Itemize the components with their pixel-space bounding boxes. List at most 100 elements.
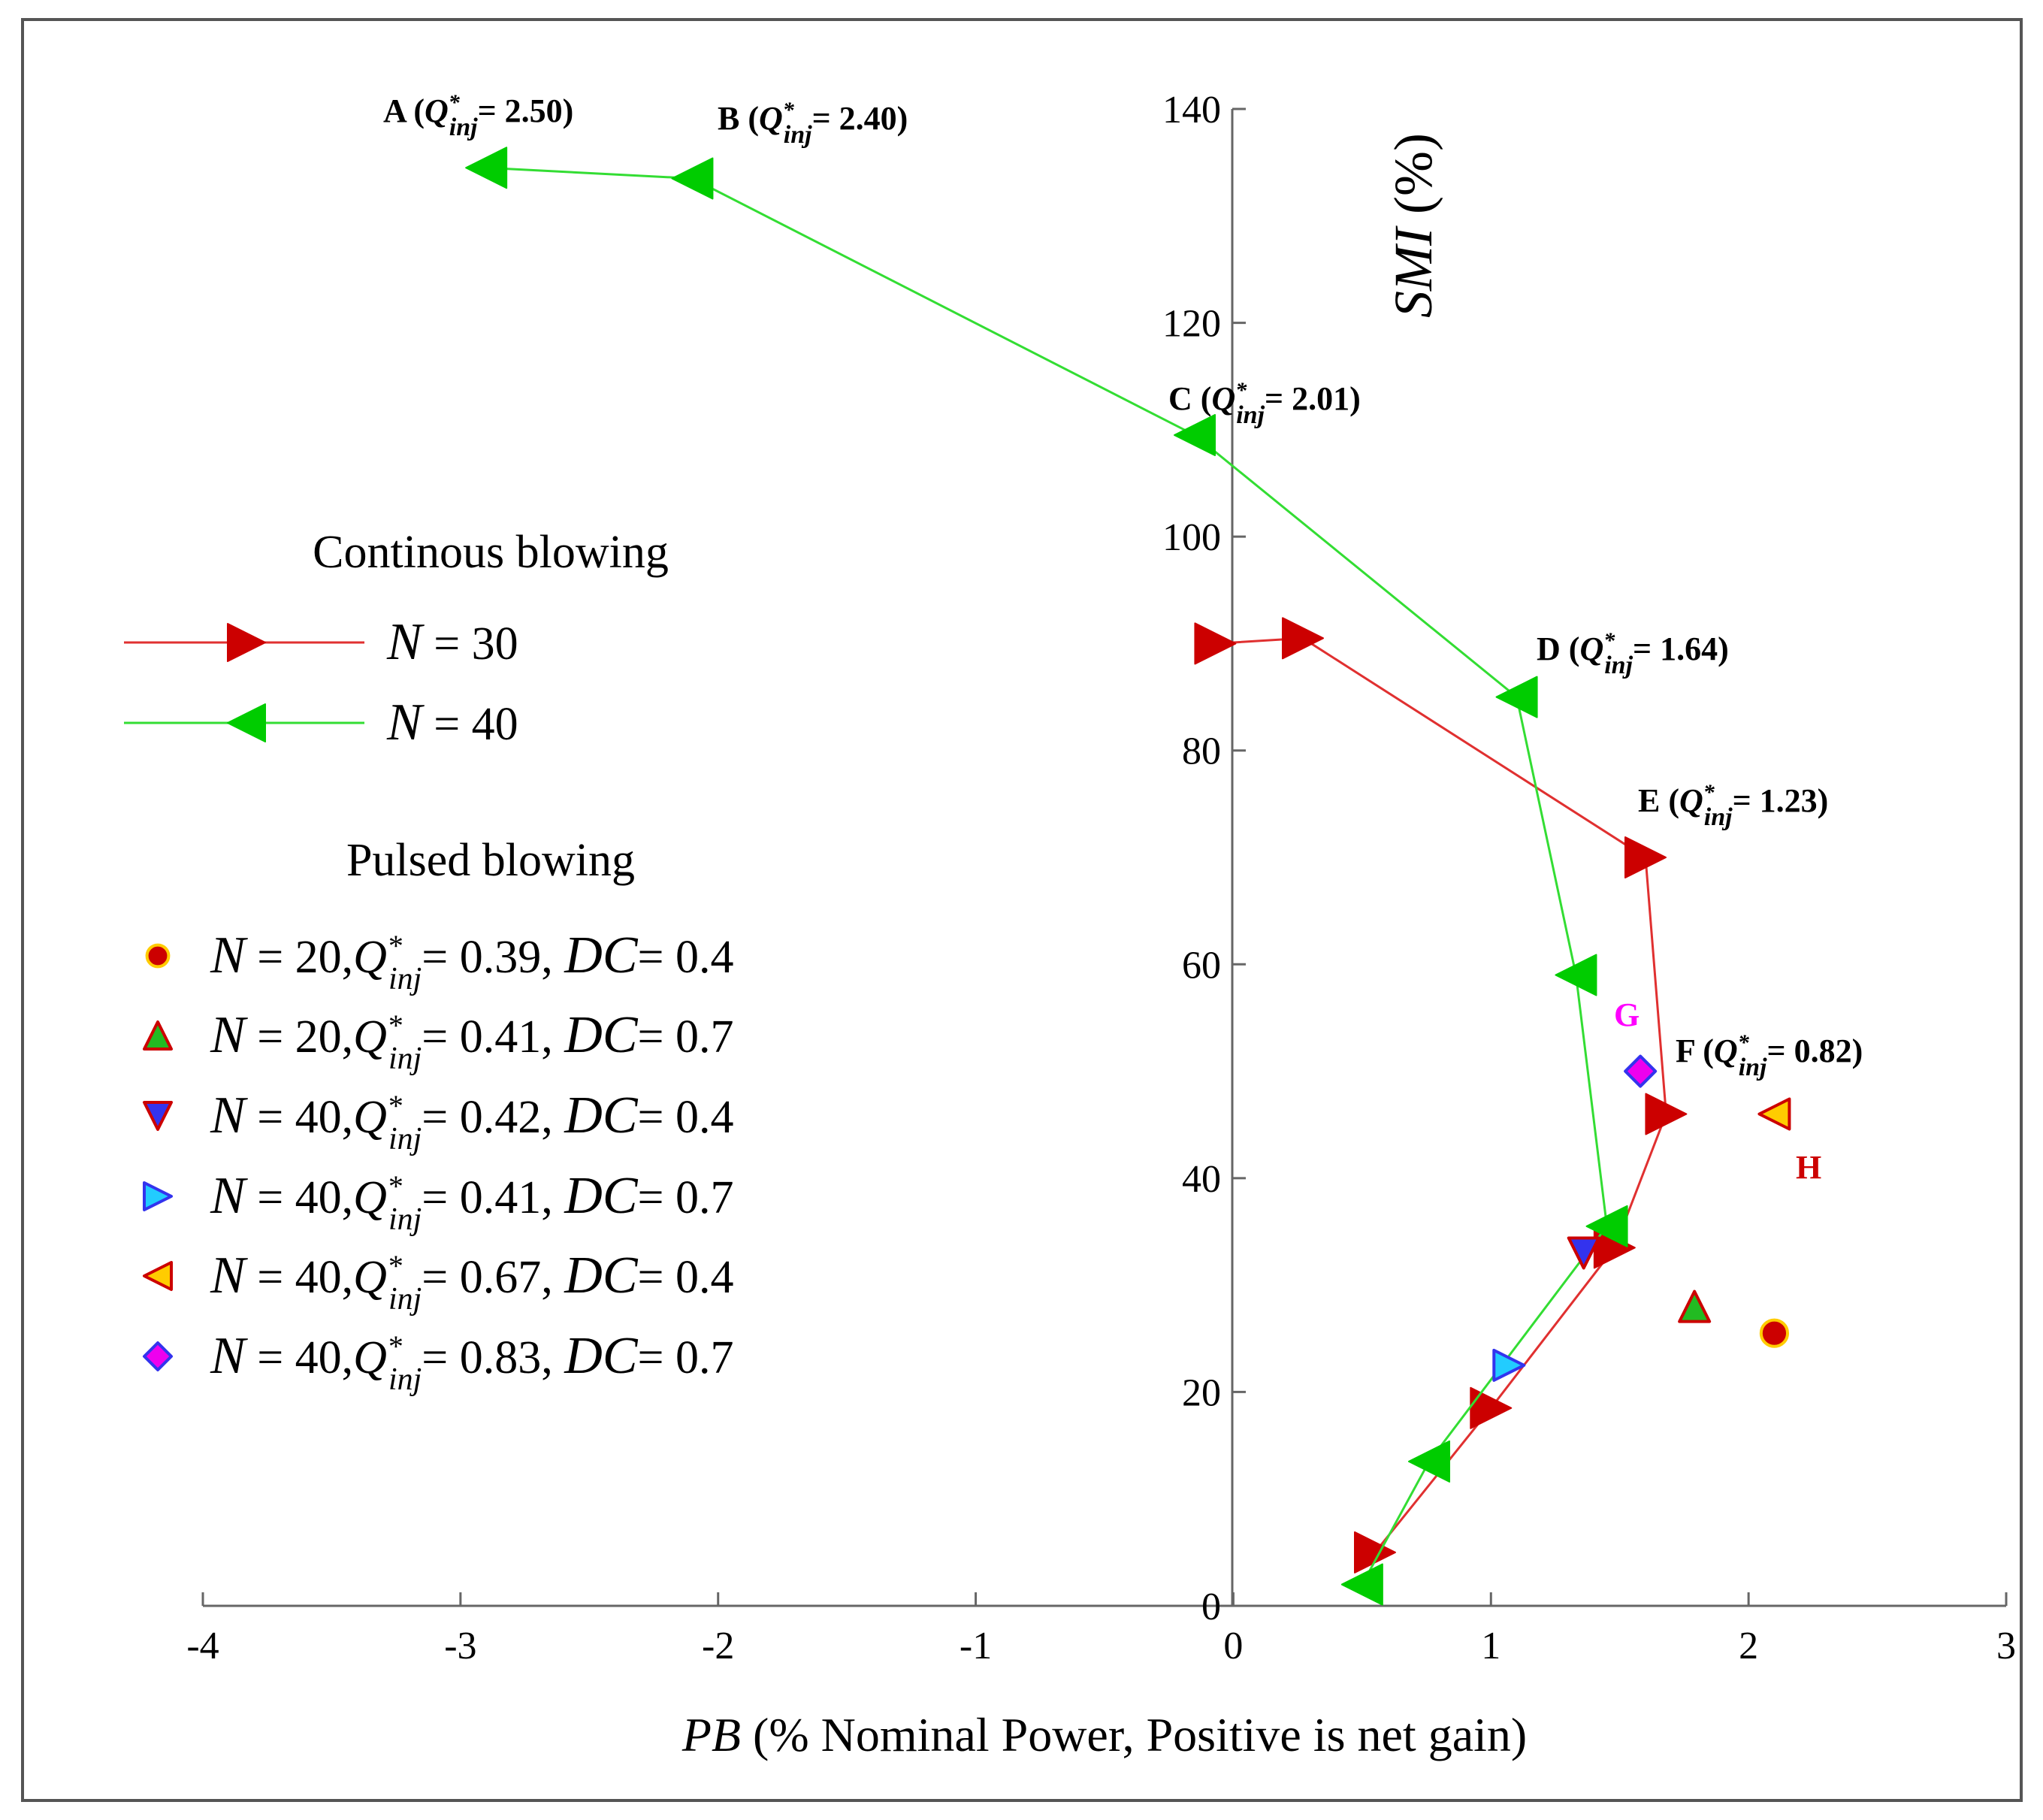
y-axis-label-variable: SMI xyxy=(1383,225,1443,318)
annotation-q: Q xyxy=(1211,380,1235,417)
legend-q-value: = 0.39, xyxy=(422,932,564,983)
legend-q-sub: inj xyxy=(388,1122,422,1156)
legend-q: Q xyxy=(353,1332,387,1383)
legend-n-value: = 40, xyxy=(246,1332,353,1383)
legend-pulsed-label: N = 40,Q* inj= 0.83, DC= 0.7 xyxy=(210,1327,733,1397)
legend-q-value: = 0.83, xyxy=(422,1332,564,1383)
pulsed-point xyxy=(1678,1289,1712,1323)
legend-q-value: = 0.67, xyxy=(422,1252,564,1303)
annotation-letter: B ( xyxy=(718,100,759,137)
legend-q-sup: * xyxy=(387,1089,402,1123)
y-axis-ticks: 0 20 40 60 80 100 120 140 xyxy=(1162,89,1246,1628)
annotation-q-sup: * xyxy=(449,90,461,115)
x-tick-label: -3 xyxy=(444,1625,476,1667)
legend-q-sup: * xyxy=(387,929,402,963)
legend-q-sub: inj xyxy=(388,962,422,996)
legend-pulsed-marker xyxy=(143,1181,173,1211)
x-axis-ticks: -4 -3 -2 -1 0 1 2 3 xyxy=(186,1592,2016,1667)
x-tick-label: 0 xyxy=(1223,1625,1243,1667)
annotation-c: C (Q* inj= 2.01) xyxy=(1168,378,1361,429)
annotation-letter: E ( xyxy=(1638,782,1679,819)
figure-frame xyxy=(21,18,2023,1802)
legend-q-sup: * xyxy=(387,1249,402,1283)
annotations: A (Q* inj= 2.50) B (Q* inj= 2.40)C (Q* inj= … xyxy=(383,90,1863,1186)
legend-q: Q xyxy=(353,1011,387,1063)
legend-n-value: = 40, xyxy=(246,1252,353,1303)
legend-q: Q xyxy=(353,932,387,983)
annotation-d: D (Q* inj= 1.64) xyxy=(1537,628,1729,679)
pulsed-point xyxy=(1492,1348,1526,1382)
legend: Continous blowing Pulsed blowing N = 30N… xyxy=(124,527,733,1397)
legend-dc: DC xyxy=(564,1327,639,1385)
data-point xyxy=(1555,954,1597,996)
legend-dc: DC xyxy=(564,927,639,984)
y-tick-label: 80 xyxy=(1182,730,1221,773)
legend-dc: DC xyxy=(564,1087,639,1144)
annotation-q-sup: * xyxy=(1603,628,1615,653)
legend-pulsed-marker xyxy=(143,1261,173,1291)
x-tick-label: 1 xyxy=(1481,1625,1501,1667)
annotation-q-sub: inj xyxy=(1704,803,1733,831)
legend-pulsed-label: N = 40,Q* inj= 0.41, DC= 0.7 xyxy=(210,1167,733,1237)
annotation-a: A (Q* inj= 2.50) xyxy=(383,90,573,141)
annotation-q: Q xyxy=(425,92,449,129)
legend-pulsed-label: N = 20,Q* inj= 0.41, DC= 0.7 xyxy=(210,1006,733,1076)
annotation-q-sub: inj xyxy=(1739,1054,1767,1081)
pulsed-point xyxy=(1624,1054,1658,1088)
legend-dc-value: = 0.7 xyxy=(638,1172,734,1223)
x-axis-label-rest: (% Nominal Power, Positive is net gain) xyxy=(741,1708,1527,1761)
legend-n-value: = 40, xyxy=(246,1172,353,1223)
y-tick-label: 20 xyxy=(1182,1371,1221,1414)
legend-dc: DC xyxy=(564,1247,639,1305)
legend-n: N xyxy=(210,1167,248,1225)
y-tick-label: 0 xyxy=(1201,1586,1221,1628)
legend-marker xyxy=(227,623,266,662)
legend-q-sub: inj xyxy=(388,1362,422,1397)
annotation-q-sup: * xyxy=(1235,378,1247,403)
annotation-q-sup: * xyxy=(1738,1030,1750,1055)
annotation-q: Q xyxy=(1714,1032,1738,1069)
legend-dc-value: = 0.4 xyxy=(638,932,734,983)
pulsed-point xyxy=(1759,1318,1790,1348)
legend-n-value: = 20, xyxy=(246,1011,353,1063)
legend-q-sub: inj xyxy=(388,1282,422,1317)
legend-q-sub: inj xyxy=(388,1042,422,1076)
pulsed-points-group xyxy=(1492,1054,1791,1382)
annotation-q-sup: * xyxy=(783,98,795,122)
legend-q: Q xyxy=(353,1172,387,1223)
legend-q-sup: * xyxy=(387,1169,402,1203)
annotation-letter: F ( xyxy=(1676,1032,1714,1069)
annotation-e: E (Q* inj= 1.23) xyxy=(1638,780,1828,831)
data-point xyxy=(1408,1440,1450,1483)
annotation-q-sup: * xyxy=(1703,780,1715,805)
legend-n-value: = 30 xyxy=(422,618,518,670)
legend-pulsed-title: Pulsed blowing xyxy=(346,835,635,886)
legend-n: N xyxy=(210,1006,248,1064)
legend-q-sup: * xyxy=(387,1008,402,1042)
annotation-q: Q xyxy=(759,100,783,137)
annotation-q-sub: inj xyxy=(784,121,812,149)
legend-n-value: = 40, xyxy=(246,1092,353,1143)
legend-marker xyxy=(227,703,266,742)
legend-pulsed-label: N = 40,Q* inj= 0.42, DC= 0.4 xyxy=(210,1087,733,1156)
x-axis-label-variable: PB xyxy=(682,1708,741,1761)
annotation-letter: C ( xyxy=(1168,380,1211,417)
legend-n-value: = 40 xyxy=(422,699,518,750)
y-tick-label: 120 xyxy=(1162,303,1221,346)
annotation-value: = 1.23) xyxy=(1733,782,1829,819)
legend-pulsed-marker xyxy=(143,1101,173,1131)
legend-q: Q xyxy=(353,1252,387,1303)
legend-label: N = 40 xyxy=(386,694,518,751)
legend-n: N xyxy=(386,694,425,751)
legend-q-value: = 0.41, xyxy=(422,1172,564,1223)
point-label-h: H xyxy=(1796,1149,1821,1186)
annotation-f: F (Q* inj= 0.82) xyxy=(1676,1030,1863,1081)
data-point xyxy=(1495,676,1538,718)
legend-n-value: = 20, xyxy=(246,932,353,983)
data-point xyxy=(1340,1563,1383,1606)
y-tick-label: 100 xyxy=(1162,516,1221,559)
y-tick-label: 40 xyxy=(1182,1158,1221,1201)
legend-q-value: = 0.41, xyxy=(422,1011,564,1063)
legend-q-sup: * xyxy=(387,1329,402,1363)
legend-dc: DC xyxy=(564,1167,639,1225)
